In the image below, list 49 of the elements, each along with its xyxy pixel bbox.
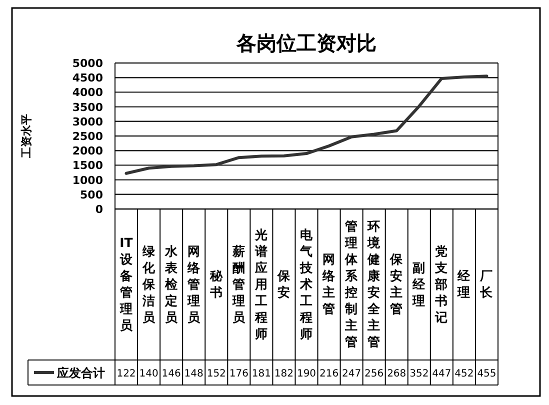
y-tick-label: 3000 — [72, 115, 104, 128]
y-axis-title: 工资水平 — [20, 114, 33, 159]
text: 455 — [477, 368, 496, 380]
y-tick-label: 0 — [95, 203, 104, 216]
text: 452 — [454, 368, 474, 380]
x-tick-label: 电气技术工程师 — [299, 226, 314, 341]
text: 182 — [274, 368, 294, 380]
x-tick-label: 副经理 — [412, 260, 427, 308]
y-tick-label: 5000 — [72, 57, 104, 70]
text: 268 — [387, 368, 406, 380]
y-tick-label: 1000 — [72, 174, 104, 187]
y-tick-label: 500 — [80, 188, 104, 202]
x-tick-label: 环境健康安全主管 — [366, 218, 382, 349]
x-tick-label: 秘书 — [208, 268, 224, 300]
y-tick-label: 1500 — [72, 159, 104, 172]
x-tick-label: 网络主管 — [322, 252, 337, 316]
x-tick-label: 水表检定员 — [164, 243, 179, 324]
x-tick-label: 保安 — [276, 268, 292, 300]
text: 176 — [229, 368, 248, 380]
x-tick-label: 厂长 — [479, 268, 494, 300]
text: 352 — [410, 368, 429, 380]
text: 190 — [296, 368, 316, 380]
text: 140 — [139, 368, 158, 380]
x-tick-label: 保安主管 — [389, 252, 404, 316]
y-tick-label: 4500 — [72, 72, 104, 85]
text: 146 — [162, 368, 181, 380]
x-tick-label: 绿化保洁员 — [141, 243, 156, 324]
x-tick-label: 管理体系控制主管 — [344, 218, 360, 349]
chart-title: 各岗位工资对比 — [236, 31, 376, 55]
y-tick-label: 2500 — [72, 130, 104, 143]
y-tick-label: 3500 — [72, 100, 104, 114]
x-tick-label: IT设备管理员 — [118, 235, 134, 332]
legend-label: 应发合计 — [56, 366, 105, 380]
x-tick-label: 党支部书记 — [434, 243, 448, 324]
text: 247 — [342, 368, 362, 380]
text: 181 — [252, 368, 271, 380]
line-series — [124, 74, 488, 175]
text: 216 — [319, 368, 339, 380]
text: 256 — [364, 368, 384, 380]
text: 152 — [206, 368, 226, 380]
x-tick-label: 光谱应用工程师 — [254, 226, 268, 341]
text: 447 — [432, 368, 452, 380]
x-tick-label: 薪酬管理员 — [231, 243, 246, 324]
text: 122 — [116, 368, 136, 380]
y-tick-label: 2000 — [72, 144, 104, 158]
text: 148 — [184, 368, 204, 380]
x-tick-label: 网络管理员 — [186, 243, 202, 324]
y-tick-label: 4000 — [72, 86, 104, 100]
x-tick-label: 经理 — [456, 268, 472, 300]
